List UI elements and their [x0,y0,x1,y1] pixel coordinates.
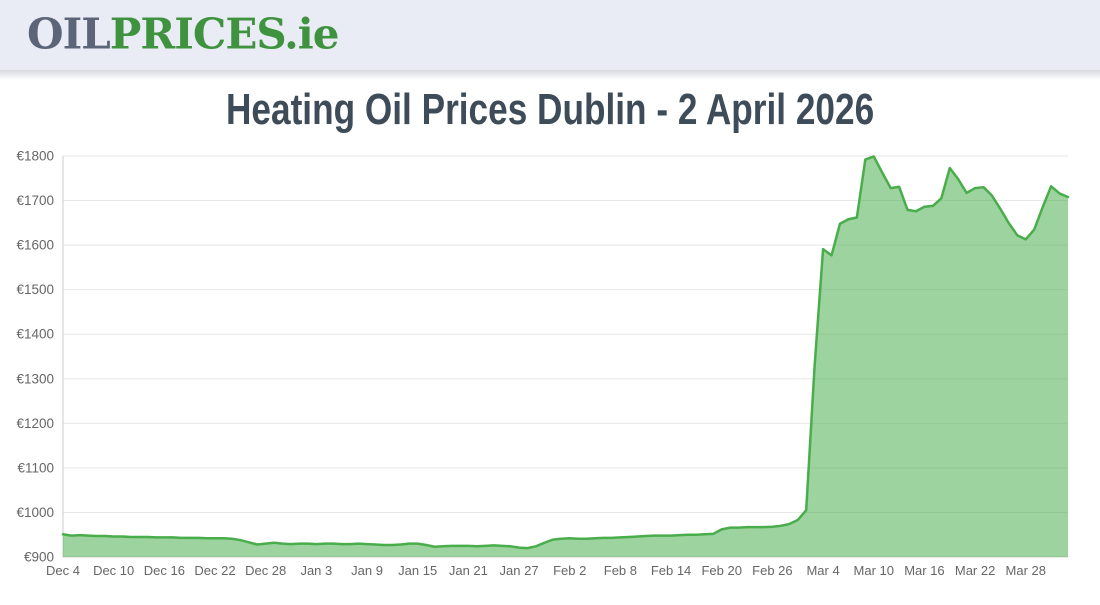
y-axis-label-1600: €1600 [16,238,54,253]
logo-prices-text: PRICES.ie [109,9,340,59]
x-axis-label-mar-16: Mar 16 [904,563,944,578]
x-axis-label-dec-4: Dec 4 [46,563,80,578]
x-axis-label-dec-16: Dec 16 [144,563,185,578]
logo-oil-text: OIL [27,9,111,59]
price-series-area [63,156,1068,557]
x-axis-label-feb-8: Feb 8 [604,563,637,578]
y-axis-label-1200: €1200 [16,416,54,431]
y-axis-label-1300: €1300 [16,371,54,386]
y-axis-label-900: €900 [24,550,54,565]
x-axis-label-jan-27: Jan 27 [500,563,539,578]
y-axis-label-1400: €1400 [16,327,54,342]
x-axis-label-mar-22: Mar 22 [955,563,995,578]
y-axis-label-1800: €1800 [16,149,54,164]
page-title-text: Heating Oil Prices Dublin - 2 April 2026 [225,85,875,134]
x-axis-label-feb-26: Feb 26 [752,563,792,578]
x-axis-label-feb-14: Feb 14 [651,563,691,578]
y-axis-label-1700: €1700 [16,193,54,208]
y-axis-label-1100: €1100 [17,460,54,475]
x-axis-label-jan-3: Jan 3 [300,563,332,578]
x-axis-label-dec-28: Dec 28 [245,563,286,578]
y-axis-label-1000: €1000 [16,505,54,520]
x-axis-label-mar-28: Mar 28 [1006,563,1046,578]
site-logo[interactable]: OILPRICES.ie [27,9,340,59]
x-axis-label-dec-10: Dec 10 [93,563,134,578]
x-axis-label-dec-22: Dec 22 [194,563,235,578]
x-axis-label-feb-2: Feb 2 [553,563,586,578]
price-series-line[interactable] [61,155,1070,550]
x-axis-label-mar-4: Mar 4 [806,563,839,578]
x-axis-label-feb-20: Feb 20 [701,563,741,578]
x-axis-label-jan-9: Jan 9 [351,563,383,578]
page-title: Heating Oil Prices Dublin - 2 April 2026 [0,86,1100,134]
x-axis-label-mar-10: Mar 10 [854,563,894,578]
site-header: OILPRICES.ie [0,0,1100,70]
x-axis-label-jan-21: Jan 21 [449,563,488,578]
y-axis-label-1500: €1500 [16,282,54,297]
x-axis-label-jan-15: Jan 15 [398,563,437,578]
